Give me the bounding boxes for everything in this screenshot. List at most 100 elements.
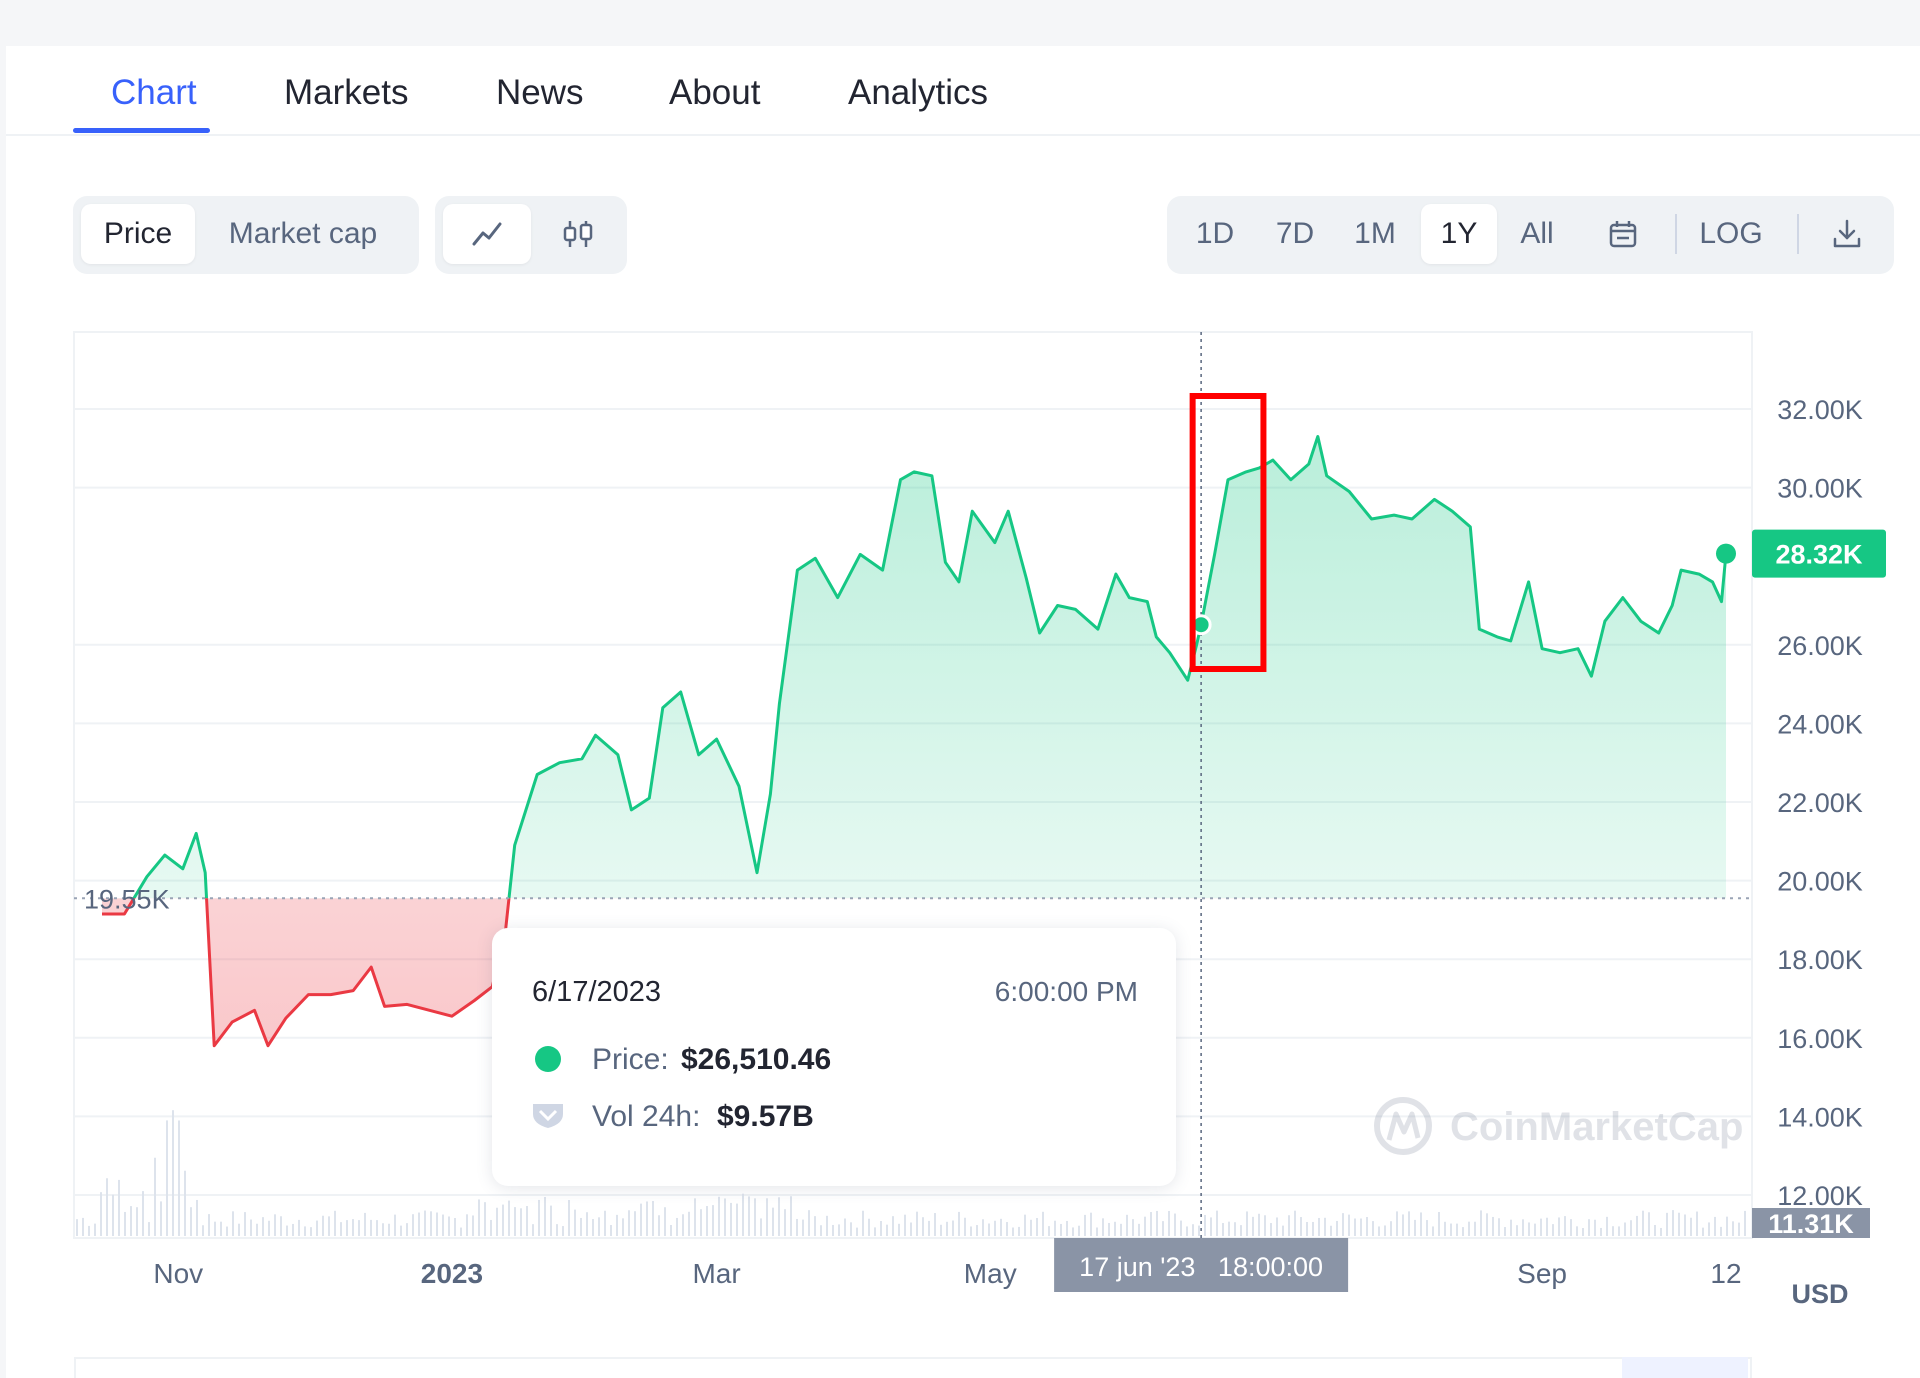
line-chart-button[interactable] xyxy=(443,204,531,264)
volume-bar xyxy=(1252,1216,1254,1236)
volume-bar xyxy=(298,1219,300,1236)
volume-bar xyxy=(862,1210,864,1236)
volume-bar xyxy=(196,1199,198,1236)
volume-bar xyxy=(1294,1210,1296,1236)
volume-bar xyxy=(1744,1210,1746,1236)
volume-bar xyxy=(1372,1221,1374,1236)
volume-bar xyxy=(316,1220,318,1236)
download-button[interactable] xyxy=(1815,204,1879,264)
price-area-down xyxy=(102,898,1726,1046)
tab-analytics[interactable]: Analytics xyxy=(848,73,989,112)
volume-bar xyxy=(1156,1210,1158,1236)
line-chart-icon xyxy=(472,222,502,246)
volume-bar xyxy=(1162,1221,1164,1236)
volume-bar xyxy=(562,1226,564,1236)
volume-bar xyxy=(1732,1221,1734,1236)
volume-bar xyxy=(232,1211,234,1236)
tooltip-volume-label: Vol 24h: xyxy=(592,1100,701,1133)
volume-bar xyxy=(652,1201,654,1236)
volume-bar xyxy=(430,1211,432,1236)
volume-bar xyxy=(388,1223,390,1236)
range-toolbar: 1D 7D 1M 1Y All LOG xyxy=(1167,196,1894,274)
tab-markets[interactable]: Markets xyxy=(284,73,409,112)
x-tick-label: Nov xyxy=(153,1258,203,1289)
tooltip-time: 6:00:00 PM xyxy=(994,976,1138,1007)
volume-bar xyxy=(292,1223,294,1236)
volume-bar xyxy=(1198,1225,1200,1236)
volume-icon xyxy=(533,1104,563,1128)
volume-bar xyxy=(532,1224,534,1236)
candlestick-chart-button[interactable] xyxy=(535,204,621,264)
volume-bar xyxy=(886,1224,888,1236)
volume-bar xyxy=(1612,1226,1614,1236)
volume-bar xyxy=(544,1196,546,1236)
volume-bar xyxy=(676,1217,678,1236)
volume-bar xyxy=(670,1225,672,1236)
volume-bar xyxy=(1426,1220,1428,1236)
range-7d-button[interactable]: 7D xyxy=(1275,217,1315,250)
volume-bar xyxy=(1012,1227,1014,1236)
volume-bar xyxy=(208,1214,210,1236)
current-price-badge-bg xyxy=(1752,529,1886,578)
volume-bar xyxy=(1684,1214,1686,1236)
range-navigator[interactable] xyxy=(74,1357,1752,1378)
volume-bar xyxy=(448,1216,450,1236)
volume-bar xyxy=(700,1209,702,1236)
volume-bar xyxy=(496,1207,498,1236)
volume-bar xyxy=(1408,1211,1410,1236)
range-1y-button[interactable]: 1Y xyxy=(1421,204,1497,264)
volume-bar xyxy=(478,1199,480,1236)
range-navigator-window[interactable] xyxy=(1622,1357,1748,1378)
tab-chart[interactable]: Chart xyxy=(111,73,197,112)
volume-bar xyxy=(1456,1223,1458,1236)
volume-bar xyxy=(322,1215,324,1236)
volume-bar xyxy=(568,1200,570,1236)
volume-bar xyxy=(262,1217,264,1236)
volume-bar xyxy=(136,1207,138,1236)
range-1m-button[interactable]: 1M xyxy=(1354,217,1396,250)
market-cap-toggle-button[interactable]: Market cap xyxy=(228,217,378,250)
volume-bar xyxy=(988,1223,990,1236)
volume-bar xyxy=(604,1210,606,1236)
highlight-box xyxy=(1189,393,1267,672)
volume-bar xyxy=(1000,1218,1002,1236)
volume-bar xyxy=(1120,1223,1122,1236)
range-all-button[interactable]: All xyxy=(1520,217,1554,250)
volume-bars xyxy=(76,1110,1746,1236)
price-toggle-button[interactable]: Price xyxy=(81,204,195,264)
tab-about[interactable]: About xyxy=(669,73,761,112)
volume-bar xyxy=(106,1178,108,1236)
volume-bar xyxy=(1312,1221,1314,1236)
chart-style-toggle xyxy=(435,196,627,274)
volume-bar xyxy=(718,1196,720,1236)
price-area-up xyxy=(133,436,1726,899)
volume-bar xyxy=(1588,1219,1590,1236)
volume-bar xyxy=(934,1213,936,1236)
tooltip-price-value: $26,510.46 xyxy=(681,1043,832,1076)
last-price-dot xyxy=(1716,543,1736,564)
volume-bar xyxy=(184,1170,186,1236)
currency-label: USD xyxy=(1791,1279,1848,1309)
volume-bar xyxy=(1624,1222,1626,1236)
volume-bar xyxy=(1210,1217,1212,1236)
price-line-up xyxy=(132,435,1728,899)
active-tab-indicator xyxy=(73,128,210,133)
range-1d-button[interactable]: 1D xyxy=(1195,217,1235,250)
volume-bar xyxy=(1144,1216,1146,1236)
volume-bar xyxy=(742,1193,744,1236)
crosshair-date-badge: 17 jun '23 18:00:00 xyxy=(1054,1238,1349,1292)
date-picker-button[interactable] xyxy=(1591,204,1655,264)
volume-bar xyxy=(1384,1225,1386,1236)
volume-bar xyxy=(1096,1227,1098,1236)
log-scale-button[interactable]: LOG xyxy=(1699,217,1763,250)
volume-bar xyxy=(514,1207,516,1236)
volume-bar xyxy=(406,1223,408,1236)
volume-bar xyxy=(1258,1213,1260,1236)
volume-bar xyxy=(364,1212,366,1236)
volume-bar xyxy=(166,1120,168,1236)
volume-bar xyxy=(1114,1221,1116,1236)
volume-bar xyxy=(976,1225,978,1236)
volume-bar xyxy=(1186,1226,1188,1236)
tab-news[interactable]: News xyxy=(496,73,584,112)
